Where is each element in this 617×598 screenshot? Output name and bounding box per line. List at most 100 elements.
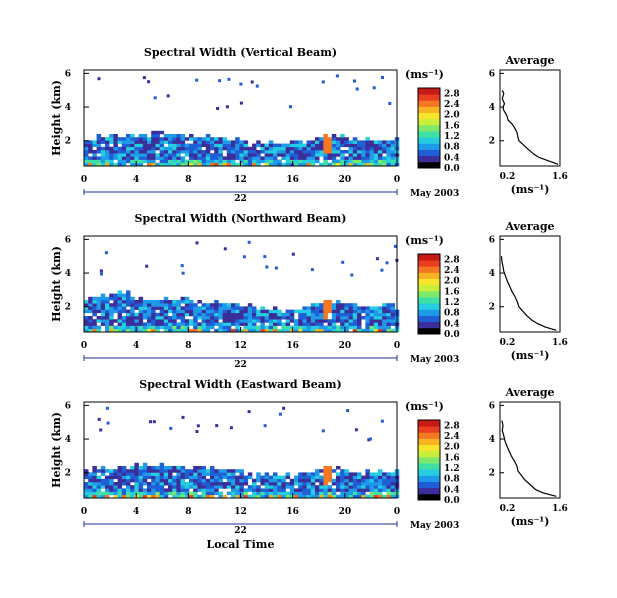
heatmap-cell: [109, 150, 114, 154]
heatmap-cell: [319, 137, 324, 141]
heatmap-cell: [340, 153, 345, 157]
heatmap-cell: [214, 485, 219, 489]
heatmap-cell: [365, 478, 370, 483]
heatmap-cell: [310, 478, 316, 483]
heatmap-cell: [134, 300, 139, 304]
heatmap-cell: [163, 491, 169, 496]
heatmap-cell: [142, 146, 148, 151]
colorbar-swatch: [418, 297, 440, 304]
heatmap-cell: [378, 488, 383, 492]
heatmap-cell: [289, 312, 295, 317]
heatmap-cell: [340, 143, 345, 148]
heatmap-cell: [256, 159, 261, 164]
heatmap-cell: [201, 328, 207, 333]
heatmap-cell: [386, 140, 391, 144]
heatmap-cell: [88, 162, 93, 167]
heatmap-cell: [222, 328, 228, 333]
heatmap-cell: [109, 312, 114, 317]
heatmap-cell: [189, 491, 194, 496]
heatmap-cell: [197, 466, 202, 470]
heatmap-cell: [176, 478, 181, 483]
heatmap-cell: [180, 137, 186, 141]
heatmap-cell: [134, 469, 139, 473]
heatmap-cell: [352, 143, 358, 148]
heatmap-cell: [306, 143, 312, 148]
heatmap-cell: [277, 312, 282, 317]
heatmap-cell: [130, 162, 135, 167]
heatmap-cell: [302, 482, 307, 486]
heatmap-cell: [310, 156, 316, 160]
heatmap-cell: [365, 469, 370, 473]
heatmap-cell: [235, 322, 240, 326]
heatmap-cell: [147, 303, 152, 307]
heatmap-cell: [176, 162, 181, 167]
heatmap-cell: [189, 478, 194, 483]
heatmap-cell: [105, 150, 110, 154]
heatmap-cell: [222, 143, 228, 148]
heatmap-cell: [163, 482, 169, 486]
heatmap-cell: [373, 485, 379, 489]
heatmap-cell: [260, 143, 265, 148]
heatmap-cell: [344, 316, 349, 320]
heatmap-cell: [289, 159, 295, 164]
heatmap-cell: [340, 137, 345, 141]
heatmap-cell: [319, 485, 324, 489]
heatmap-cell: [197, 469, 202, 473]
heatmap-cell: [365, 325, 370, 330]
heatmap-cell: [306, 140, 312, 144]
heatmap-cell: [390, 328, 396, 333]
heatmap-cell: [151, 482, 156, 486]
heatmap-cell: [239, 159, 244, 164]
heatmap-cell: [214, 162, 219, 167]
heatmap-cell: [193, 325, 198, 330]
heatmap-cell: [163, 140, 169, 144]
heatmap-cell: [264, 328, 270, 333]
heatmap-cell: [138, 153, 144, 157]
heatmap-cell: [117, 469, 123, 473]
heatmap-cell: [193, 150, 198, 154]
heatmap-cell: [92, 309, 97, 314]
heatmap-cell: [239, 146, 244, 151]
profile-x-label: (ms⁻¹): [511, 183, 550, 196]
heatmap-cell: [197, 159, 202, 164]
heatmap-cell: [268, 162, 274, 167]
heatmap-cell: [168, 478, 173, 483]
heatmap-cell: [247, 488, 253, 492]
heatmap-cell: [222, 140, 228, 144]
heatmap-cell: [239, 469, 244, 473]
heatmap-cell: [378, 316, 383, 320]
heatmap-cell: [145, 264, 149, 268]
heatmap-cell: [214, 316, 219, 320]
heatmap-cell: [121, 482, 127, 486]
heatmap-cell: [268, 328, 274, 333]
heatmap-cell: [218, 316, 223, 320]
heatmap-cell: [163, 328, 169, 333]
date-label: May 2003: [410, 189, 459, 199]
heatmap-cell: [243, 491, 249, 496]
heatmap-cell: [159, 130, 165, 135]
heatmap-cell: [348, 322, 354, 326]
heatmap-cell: [96, 482, 102, 486]
heatmap-cell: [239, 328, 244, 333]
heatmap-cell: [134, 466, 139, 470]
heatmap-cell: [273, 472, 278, 476]
heatmap-cell: [382, 306, 387, 310]
heatmap-cell: [352, 478, 358, 483]
heatmap-cell: [109, 488, 114, 492]
heatmap-cell: [243, 309, 249, 314]
heatmap-cell: [163, 309, 169, 314]
heatmap-cell: [319, 143, 324, 148]
heatmap-cell: [268, 309, 274, 314]
heatmap-cell: [197, 312, 202, 317]
x-tick-label: 16: [286, 507, 299, 517]
heatmap-cell: [294, 140, 299, 144]
heatmap-cell: [386, 322, 391, 326]
heatmap-cell: [193, 316, 198, 320]
colorbar-swatch: [418, 456, 440, 464]
heatmap-cell: [92, 466, 97, 470]
heatmap-cell: [109, 159, 114, 164]
heatmap-cell: [386, 316, 391, 320]
heatmap-cell: [302, 488, 307, 492]
heatmap-cell: [163, 306, 169, 310]
heatmap-cell: [88, 306, 93, 310]
